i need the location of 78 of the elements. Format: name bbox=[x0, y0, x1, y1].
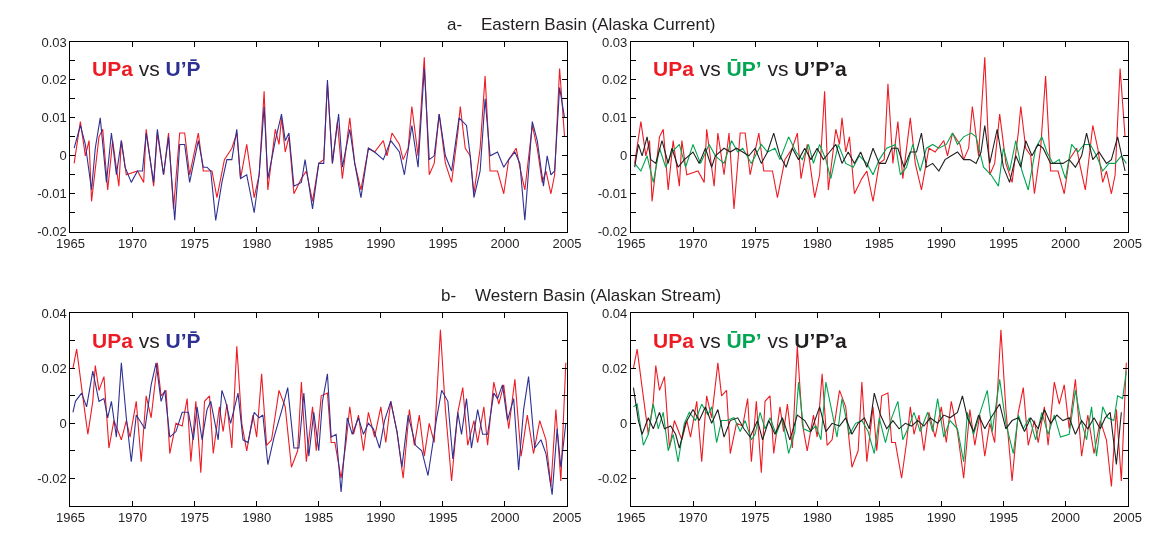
x-tick-label: 1970 bbox=[118, 236, 147, 252]
text: U’P’a bbox=[794, 57, 848, 80]
y-tick-label: 0 bbox=[59, 415, 67, 431]
x-tick-label: 2000 bbox=[1051, 236, 1080, 252]
annotation: vs bbox=[138, 57, 160, 80]
x-tick-label: 1995 bbox=[428, 510, 458, 526]
x-tick-label: 1965 bbox=[55, 510, 85, 526]
x-tick-label: 2000 bbox=[490, 236, 520, 252]
annotation: vs bbox=[767, 329, 789, 352]
x-tick-label: 1970 bbox=[678, 236, 708, 252]
x-tick-label: 1995 bbox=[988, 236, 1018, 252]
x-tick-label: 1975 bbox=[180, 510, 210, 526]
text: UPa bbox=[653, 57, 695, 80]
y-tick-label: 0.02 bbox=[602, 360, 628, 376]
y-tick-label: 0.03 bbox=[41, 34, 67, 50]
x-tick-label: 1975 bbox=[740, 510, 770, 526]
line-series bbox=[72, 362, 567, 496]
x-tick-label: 2005 bbox=[552, 510, 582, 526]
x-tick-label: 2005 bbox=[1113, 510, 1143, 526]
x-tick-label: 1975 bbox=[740, 236, 770, 252]
annotation: vs bbox=[699, 57, 721, 80]
series-label: UPa bbox=[653, 329, 695, 352]
y-tick-label: 0.02 bbox=[602, 72, 628, 88]
x-tick-label: 1980 bbox=[242, 236, 272, 252]
x-tick-label: 1985 bbox=[304, 510, 334, 526]
x-tick-label: 1985 bbox=[304, 236, 334, 252]
y-tick-label: -0.02 bbox=[597, 470, 628, 486]
x-tick-label: 1990 bbox=[366, 236, 396, 252]
line-series bbox=[72, 329, 567, 488]
x-tick-label: 1980 bbox=[242, 510, 272, 526]
y-tick-label: 0 bbox=[59, 148, 67, 164]
line-series bbox=[632, 329, 1127, 488]
y-tick-label: 0.02 bbox=[41, 360, 67, 376]
line-series bbox=[632, 370, 1127, 463]
x-tick-label: 2005 bbox=[1113, 236, 1143, 252]
x-tick-label: 2005 bbox=[552, 236, 582, 252]
line-series bbox=[634, 132, 1127, 191]
y-tick-label: -0.02 bbox=[37, 470, 67, 486]
line-series bbox=[634, 124, 1126, 183]
y-tick-label: 0 bbox=[620, 148, 628, 164]
y-tick-label: 0.01 bbox=[41, 110, 67, 126]
text: UPa bbox=[92, 57, 134, 80]
x-tick-label: 1995 bbox=[988, 510, 1018, 526]
x-tick-label: 1990 bbox=[926, 510, 956, 526]
x-tick-label: 1965 bbox=[616, 510, 646, 526]
y-tick-label: -0.01 bbox=[597, 186, 628, 202]
line-series bbox=[632, 387, 1122, 466]
y-tick-label: -0.01 bbox=[37, 186, 67, 202]
annotation: vs bbox=[138, 329, 160, 352]
annotation: vs bbox=[767, 57, 789, 80]
x-tick-label: 1970 bbox=[118, 510, 147, 526]
x-tick-label: 1990 bbox=[926, 236, 956, 252]
y-tick-label: 0.04 bbox=[602, 305, 628, 321]
x-tick-label: 1975 bbox=[180, 236, 210, 252]
x-tick-label: 2000 bbox=[1051, 510, 1080, 526]
y-tick-label: 0.02 bbox=[41, 72, 67, 88]
x-tick-label: 1990 bbox=[366, 510, 396, 526]
text: U’P’a bbox=[794, 329, 848, 352]
annotation: vs bbox=[699, 329, 721, 352]
x-tick-label: 1985 bbox=[864, 510, 894, 526]
y-tick-label: 0.03 bbox=[602, 34, 628, 50]
text: ŪP’ bbox=[726, 329, 762, 352]
x-tick-label: 1995 bbox=[428, 236, 458, 252]
line-series bbox=[634, 56, 1126, 210]
x-tick-label: 1980 bbox=[802, 236, 832, 252]
chart-title: a- Eastern Basin (Alaska Current) bbox=[447, 15, 716, 34]
x-tick-label: 1980 bbox=[802, 510, 832, 526]
x-tick-label: 1985 bbox=[864, 236, 894, 252]
x-tick-label: 1970 bbox=[678, 510, 708, 526]
series-label: UPa bbox=[92, 329, 134, 352]
text: ŪP’ bbox=[726, 57, 762, 80]
y-tick-label: 0 bbox=[620, 415, 628, 431]
y-tick-label: 0.04 bbox=[41, 305, 67, 321]
chart-title: b- Western Basin (Alaskan Stream) bbox=[441, 286, 722, 305]
x-tick-label: 2000 bbox=[490, 510, 520, 526]
series-label: U’P̄ bbox=[165, 329, 201, 352]
y-tick-label: 0.01 bbox=[602, 110, 628, 126]
text: U’P̄ bbox=[165, 57, 201, 80]
